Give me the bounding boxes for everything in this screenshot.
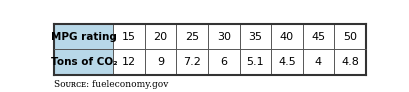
Text: 45: 45 <box>311 32 325 42</box>
Text: 12: 12 <box>121 57 136 67</box>
Bar <box>333 24 365 49</box>
Bar <box>144 49 176 75</box>
Bar <box>54 49 113 75</box>
Bar <box>333 49 365 75</box>
Text: 5.1: 5.1 <box>246 57 263 67</box>
Bar <box>270 49 302 75</box>
Bar <box>270 24 302 49</box>
Text: Sᴏᴜʀᴄᴇ: fueleconomy.gov: Sᴏᴜʀᴄᴇ: fueleconomy.gov <box>54 80 169 89</box>
Text: 4.8: 4.8 <box>340 57 358 67</box>
Bar <box>144 24 176 49</box>
Text: 6: 6 <box>220 57 227 67</box>
Bar <box>302 24 333 49</box>
Text: 15: 15 <box>122 32 136 42</box>
Text: 9: 9 <box>157 57 164 67</box>
Text: 40: 40 <box>279 32 293 42</box>
Bar <box>176 49 207 75</box>
Text: Tons of CO₂: Tons of CO₂ <box>50 57 117 67</box>
Bar <box>239 24 270 49</box>
Text: 20: 20 <box>153 32 167 42</box>
Bar <box>239 49 270 75</box>
Bar <box>207 49 239 75</box>
Text: 50: 50 <box>342 32 356 42</box>
Bar <box>113 49 144 75</box>
Text: 25: 25 <box>184 32 199 42</box>
Text: 7.2: 7.2 <box>183 57 200 67</box>
Bar <box>207 24 239 49</box>
Text: 4.5: 4.5 <box>277 57 295 67</box>
Bar <box>176 24 207 49</box>
Text: 4: 4 <box>314 57 321 67</box>
Text: 30: 30 <box>216 32 230 42</box>
Text: MPG rating: MPG rating <box>51 32 117 42</box>
Bar <box>54 24 113 49</box>
Bar <box>302 49 333 75</box>
Bar <box>113 24 144 49</box>
Text: 35: 35 <box>248 32 262 42</box>
